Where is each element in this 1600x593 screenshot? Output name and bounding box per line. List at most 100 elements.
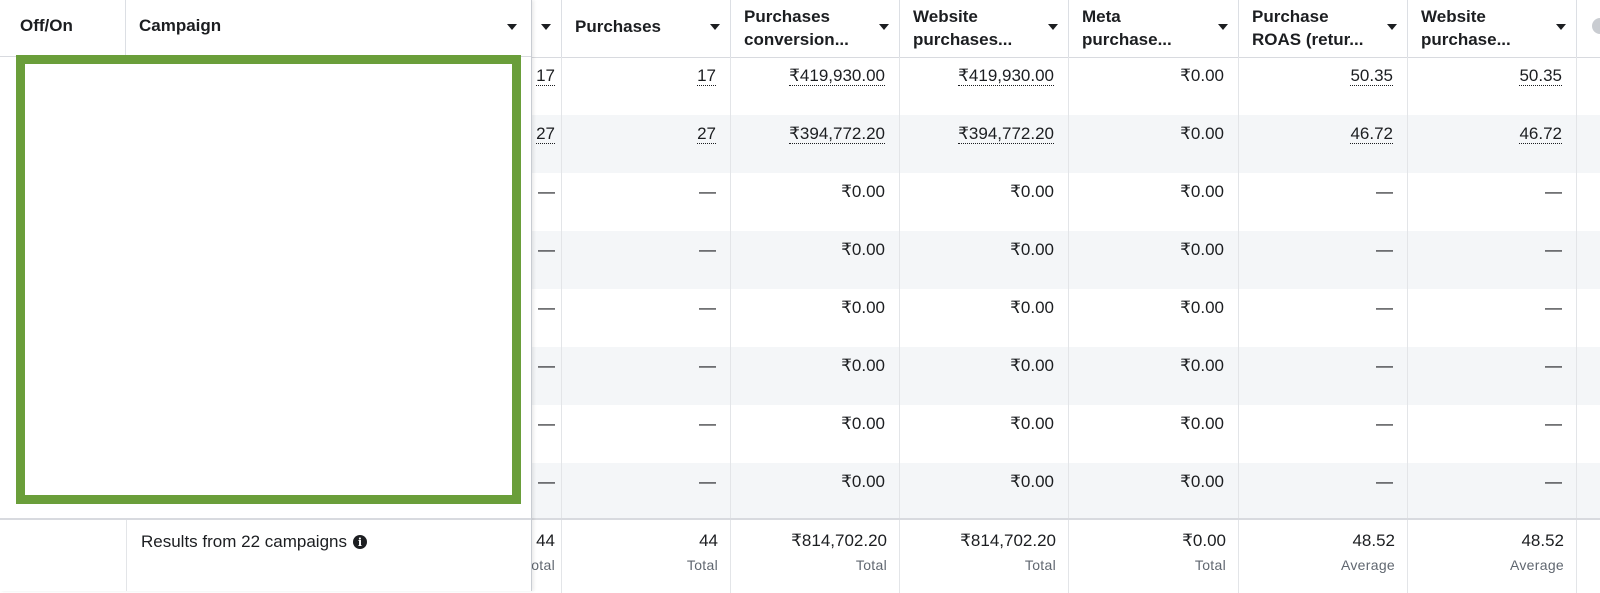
column-header-purchase-roas[interactable]: Purchase ROAS (retur...: [1239, 0, 1408, 57]
table-cell-web-roas: —: [1408, 289, 1577, 347]
cell-value: ₹0.00: [1180, 182, 1224, 201]
table-cell-meta: ₹0.00: [1069, 347, 1239, 405]
cell-value[interactable]: 17: [536, 66, 555, 86]
table-cell-conv: ₹0.00: [731, 173, 900, 231]
cell-value[interactable]: 27: [697, 124, 716, 144]
table-cell-web-roas[interactable]: 46.72: [1408, 115, 1577, 173]
table-cell-conv[interactable]: ₹394,772.20: [731, 115, 900, 173]
column-header-label: Campaign: [139, 16, 222, 35]
cell-value[interactable]: ₹394,772.20: [789, 124, 885, 144]
cell-value[interactable]: ₹419,930.00: [958, 66, 1054, 86]
cell-value[interactable]: 50.35: [1350, 66, 1393, 86]
chevron-down-icon[interactable]: [710, 24, 720, 30]
table-cell-web-roas[interactable]: 50.35: [1408, 57, 1577, 115]
table-cell-web: ₹0.00: [900, 231, 1069, 289]
table-row[interactable]: — — ₹0.00 ₹0.00 ₹0.00 — —: [0, 289, 1600, 347]
column-header-website-purchases[interactable]: Website purchases...: [900, 0, 1069, 57]
chevron-down-icon[interactable]: [879, 24, 889, 30]
cell-value: —: [699, 240, 716, 259]
column-header-meta-purchase[interactable]: Meta purchase...: [1069, 0, 1239, 57]
table-cell-hidden: —: [531, 347, 562, 405]
table-cell-web-roas: —: [1408, 405, 1577, 463]
cell-value[interactable]: ₹419,930.00: [789, 66, 885, 86]
table-cell-roas[interactable]: 46.72: [1239, 115, 1408, 173]
table-cell-meta: ₹0.00: [1069, 57, 1239, 115]
table-cell-meta: ₹0.00: [1069, 115, 1239, 173]
column-header-overflow: [1577, 0, 1600, 57]
chevron-down-icon[interactable]: [1556, 24, 1566, 30]
cell-value: —: [1376, 298, 1393, 317]
results-summary-text: Results from 22 campaigns: [141, 532, 347, 551]
cell-value: ₹0.00: [1010, 472, 1054, 491]
table-cell-roas: —: [1239, 405, 1408, 463]
cell-value: —: [1376, 472, 1393, 491]
cell-value[interactable]: 46.72: [1519, 124, 1562, 144]
column-header-campaign[interactable]: Campaign: [126, 0, 531, 57]
chevron-down-icon[interactable]: [507, 24, 517, 30]
chevron-down-icon[interactable]: [1048, 24, 1058, 30]
column-header-purchases-conversion-value[interactable]: Purchases conversion...: [731, 0, 900, 57]
frozen-left-columns: Off/On Campaign Results from 22 campaign…: [0, 0, 532, 591]
table-cell-web[interactable]: ₹419,930.00: [900, 57, 1069, 115]
summary-cell-conversion-value: ₹814,702.20 Total: [731, 520, 900, 593]
cell-value: ₹0.00: [841, 240, 885, 259]
table-row[interactable]: — — ₹0.00 ₹0.00 ₹0.00 — —: [0, 173, 1600, 231]
cell-value: ₹0.00: [841, 414, 885, 433]
summary-cell-website-purchase-roas: 48.52 Average: [1408, 520, 1577, 593]
cell-value[interactable]: 27: [536, 124, 555, 144]
cell-value: —: [1376, 182, 1393, 201]
add-column-icon[interactable]: [1592, 18, 1600, 34]
cell-value: ₹0.00: [1180, 414, 1224, 433]
summary-value: 44: [699, 531, 718, 550]
summary-value: 48.52: [1521, 531, 1564, 550]
table-cell-purchases: —: [562, 173, 731, 231]
table-cell-roas: —: [1239, 231, 1408, 289]
cell-value: ₹0.00: [841, 182, 885, 201]
cell-value: —: [538, 472, 555, 491]
table-cell-purchases[interactable]: 17: [562, 57, 731, 115]
cell-value: —: [699, 298, 716, 317]
cell-value: ₹0.00: [1180, 240, 1224, 259]
table-cell-meta: ₹0.00: [1069, 405, 1239, 463]
table-cell-web-roas: —: [1408, 463, 1577, 521]
cell-value: —: [699, 356, 716, 375]
table-cell-hidden[interactable]: 27: [531, 115, 562, 173]
table-cell-web-roas: —: [1408, 173, 1577, 231]
cell-value: —: [538, 414, 555, 433]
table-cell-purchases[interactable]: 27: [562, 115, 731, 173]
summary-cell-website-purchases: ₹814,702.20 Total: [900, 520, 1069, 593]
cell-value: —: [1545, 298, 1562, 317]
cell-value: ₹0.00: [1010, 240, 1054, 259]
cell-value[interactable]: ₹394,772.20: [958, 124, 1054, 144]
chevron-down-icon[interactable]: [1218, 24, 1228, 30]
cell-value: —: [1545, 472, 1562, 491]
column-header-hidden[interactable]: [531, 0, 562, 57]
cell-value[interactable]: 17: [697, 66, 716, 86]
table-row[interactable]: 17 17 ₹419,930.00 ₹419,930.00 ₹0.00 50.35 50.3…: [0, 57, 1600, 115]
table-row[interactable]: — — ₹0.00 ₹0.00 ₹0.00 — —: [0, 405, 1600, 463]
table-cell-conv: ₹0.00: [731, 463, 900, 521]
table-cell-conv[interactable]: ₹419,930.00: [731, 57, 900, 115]
table-cell-web-roas: —: [1408, 231, 1577, 289]
cell-value[interactable]: 46.72: [1350, 124, 1393, 144]
column-header-website-purchase-roas[interactable]: Website purchase...: [1408, 0, 1577, 57]
table-cell-hidden: —: [531, 463, 562, 521]
column-header-off-on[interactable]: Off/On: [0, 0, 126, 57]
table-cell-web-roas: —: [1408, 347, 1577, 405]
chevron-down-icon[interactable]: [541, 24, 551, 30]
column-header-purchases[interactable]: Purchases: [562, 0, 731, 57]
summary-label: otal: [531, 557, 555, 573]
table-cell-web: ₹0.00: [900, 289, 1069, 347]
summary-label: Total: [855, 557, 887, 573]
chevron-down-icon[interactable]: [1387, 24, 1397, 30]
column-header-label: Purchase ROAS (retur...: [1252, 7, 1364, 49]
info-icon[interactable]: i: [352, 535, 367, 549]
table-cell-web[interactable]: ₹394,772.20: [900, 115, 1069, 173]
table-cell-roas[interactable]: 50.35: [1239, 57, 1408, 115]
table-cell-hidden[interactable]: 17: [531, 57, 562, 115]
footer-divider: [0, 518, 531, 520]
cell-value: ₹0.00: [1180, 298, 1224, 317]
cell-value[interactable]: 50.35: [1519, 66, 1562, 86]
cell-value: —: [1376, 356, 1393, 375]
